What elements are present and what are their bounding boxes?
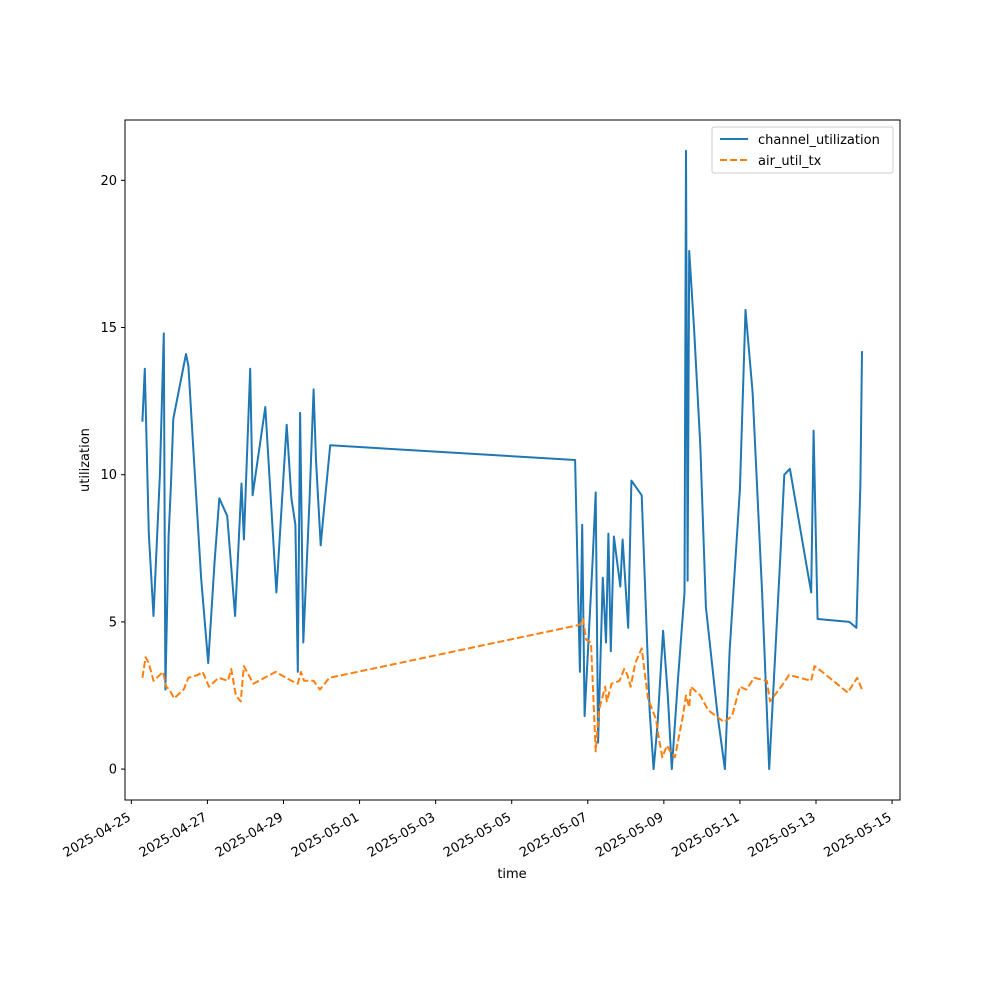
legend: channel_utilization air_util_tx	[711, 126, 894, 174]
x-tick-label: 2025-05-07	[517, 810, 590, 861]
x-tick-label: 2025-04-29	[213, 810, 286, 861]
y-tick-label: 20	[100, 174, 117, 189]
x-tick-label: 2025-05-11	[669, 810, 742, 861]
x-axis-label: time	[497, 867, 526, 882]
y-axis: 0 5 10 15 20	[100, 174, 125, 778]
x-axis: 2025-04-25 2025-04-27 2025-04-29 2025-05-01…	[61, 800, 895, 861]
x-tick-label: 2025-05-09	[593, 810, 666, 861]
legend-box	[711, 126, 894, 174]
x-tick-label: 2025-05-15	[822, 810, 895, 861]
x-tick-label: 2025-05-01	[289, 810, 362, 861]
x-tick-label: 2025-05-13	[745, 810, 818, 861]
y-axis-label: utilization	[78, 428, 93, 492]
x-tick-label: 2025-04-27	[137, 810, 210, 861]
y-tick-label: 10	[100, 468, 117, 483]
legend-label-channel-utilization: channel_utilization	[758, 133, 880, 148]
series-line-air-util-tx	[141, 618, 863, 759]
y-tick-label: 5	[109, 615, 117, 630]
series-line-channel-utilization	[141, 149, 863, 771]
x-tick-label: 2025-05-05	[441, 810, 514, 861]
y-tick-label: 15	[100, 321, 117, 336]
legend-label-air-util-tx: air_util_tx	[758, 154, 822, 169]
x-tick-label: 2025-04-25	[61, 810, 134, 861]
series-lines	[141, 149, 863, 771]
y-tick-label: 0	[109, 763, 117, 778]
x-tick-label: 2025-05-03	[365, 810, 438, 861]
plot-frame	[124, 119, 901, 801]
